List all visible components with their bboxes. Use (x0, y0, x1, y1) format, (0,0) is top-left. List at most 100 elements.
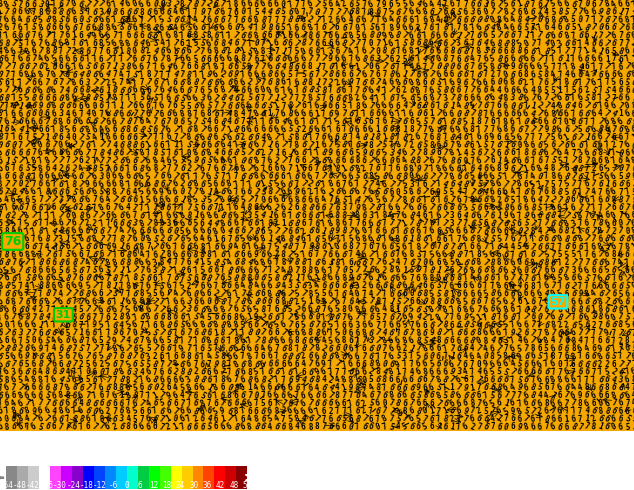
Text: 2: 2 (72, 47, 77, 56)
Text: 6: 6 (617, 124, 624, 134)
Text: 6: 6 (361, 304, 368, 315)
Text: 4: 4 (118, 70, 125, 80)
Text: 6: 6 (226, 211, 233, 220)
Text: 8: 8 (77, 234, 85, 244)
Text: 6: 6 (287, 226, 293, 236)
Text: 6: 6 (199, 101, 205, 111)
Text: 7: 7 (623, 367, 631, 377)
Text: 6: 6 (576, 140, 584, 150)
Text: 8: 8 (470, 125, 475, 134)
Text: 8: 8 (158, 219, 165, 228)
Text: 8: 8 (616, 383, 624, 393)
Text: 6: 6 (91, 273, 98, 283)
Text: 6: 6 (340, 93, 348, 103)
Text: 6: 6 (409, 297, 414, 306)
Text: 2: 2 (536, 101, 543, 111)
Text: 7: 7 (105, 226, 111, 236)
Text: 7: 7 (307, 258, 314, 268)
Text: 4: 4 (252, 383, 260, 393)
Text: 6: 6 (517, 219, 522, 228)
Text: 7: 7 (105, 368, 111, 377)
Text: 7: 7 (152, 343, 159, 354)
Text: 7: 7 (139, 415, 144, 423)
Text: 7: 7 (577, 203, 583, 213)
Text: 0: 0 (517, 141, 522, 150)
Text: 7: 7 (361, 273, 368, 283)
Text: 6: 6 (91, 70, 98, 80)
Text: 5: 5 (354, 172, 361, 181)
Text: 6: 6 (184, 54, 193, 64)
Text: 1: 1 (145, 140, 152, 150)
Text: 5: 5 (415, 414, 422, 424)
Text: 4: 4 (501, 23, 510, 33)
Text: 6: 6 (347, 351, 355, 362)
Text: 8: 8 (510, 47, 515, 56)
Text: 7: 7 (179, 273, 184, 283)
Text: 5: 5 (193, 39, 198, 48)
Text: 2: 2 (382, 266, 387, 275)
Text: 0: 0 (238, 156, 247, 166)
Text: 3: 3 (58, 109, 63, 119)
Text: 4: 4 (119, 320, 124, 330)
Text: 6: 6 (462, 391, 469, 401)
Text: 0: 0 (368, 39, 373, 48)
Text: 7: 7 (152, 172, 158, 181)
Text: 2: 2 (98, 360, 104, 369)
Text: 6: 6 (522, 375, 530, 385)
Text: 6: 6 (30, 351, 37, 362)
Text: 7: 7 (219, 367, 226, 377)
Text: 7: 7 (611, 15, 618, 25)
Text: 36: 36 (202, 481, 212, 490)
Text: 6: 6 (294, 62, 300, 72)
Text: 6: 6 (463, 94, 468, 103)
Text: 7: 7 (347, 140, 354, 150)
Text: 7: 7 (112, 375, 117, 385)
Text: 8: 8 (78, 47, 84, 56)
Text: 7: 7 (280, 375, 286, 385)
Text: 6: 6 (394, 15, 401, 25)
Text: 7: 7 (158, 164, 166, 174)
Text: 6: 6 (509, 117, 516, 126)
Text: 6: 6 (119, 406, 124, 416)
Text: 7: 7 (299, 289, 307, 299)
Text: 5: 5 (557, 156, 563, 166)
Text: 7: 7 (550, 62, 556, 72)
Text: 6: 6 (381, 124, 388, 134)
Text: 7: 7 (543, 203, 550, 213)
Text: 0: 0 (557, 360, 562, 369)
Text: 6: 6 (72, 101, 77, 111)
Text: 7: 7 (58, 250, 63, 260)
Text: 6: 6 (469, 414, 476, 424)
Text: 6: 6 (609, 296, 618, 307)
Text: 8: 8 (468, 265, 476, 275)
Text: 6: 6 (301, 368, 306, 377)
Text: 8: 8 (618, 195, 624, 205)
Text: 0: 0 (131, 0, 139, 9)
Text: 5: 5 (434, 77, 443, 88)
Text: 4: 4 (508, 383, 517, 393)
Text: 6: 6 (212, 78, 219, 87)
Text: 3: 3 (354, 320, 360, 330)
Text: 6: 6 (247, 86, 252, 95)
Text: 5: 5 (631, 414, 634, 424)
Text: 7: 7 (30, 281, 38, 291)
Text: 6: 6 (219, 250, 226, 260)
Text: 6: 6 (598, 164, 603, 173)
Text: 6: 6 (131, 234, 138, 244)
Text: 8: 8 (496, 258, 501, 267)
Text: 7: 7 (549, 391, 557, 401)
Text: 6: 6 (145, 30, 152, 41)
Text: 6: 6 (30, 117, 37, 126)
Text: 8: 8 (98, 297, 104, 306)
Text: 4: 4 (51, 407, 56, 416)
Text: 7: 7 (301, 273, 307, 283)
Text: 6: 6 (286, 391, 294, 401)
Text: 7: 7 (529, 234, 537, 244)
Text: 6: 6 (51, 23, 56, 32)
Text: 1: 1 (396, 305, 400, 314)
Text: 7: 7 (427, 172, 436, 181)
Text: 6: 6 (394, 172, 402, 181)
Text: 8: 8 (549, 203, 557, 213)
Text: 5: 5 (253, 367, 260, 377)
Text: 7: 7 (395, 94, 401, 103)
